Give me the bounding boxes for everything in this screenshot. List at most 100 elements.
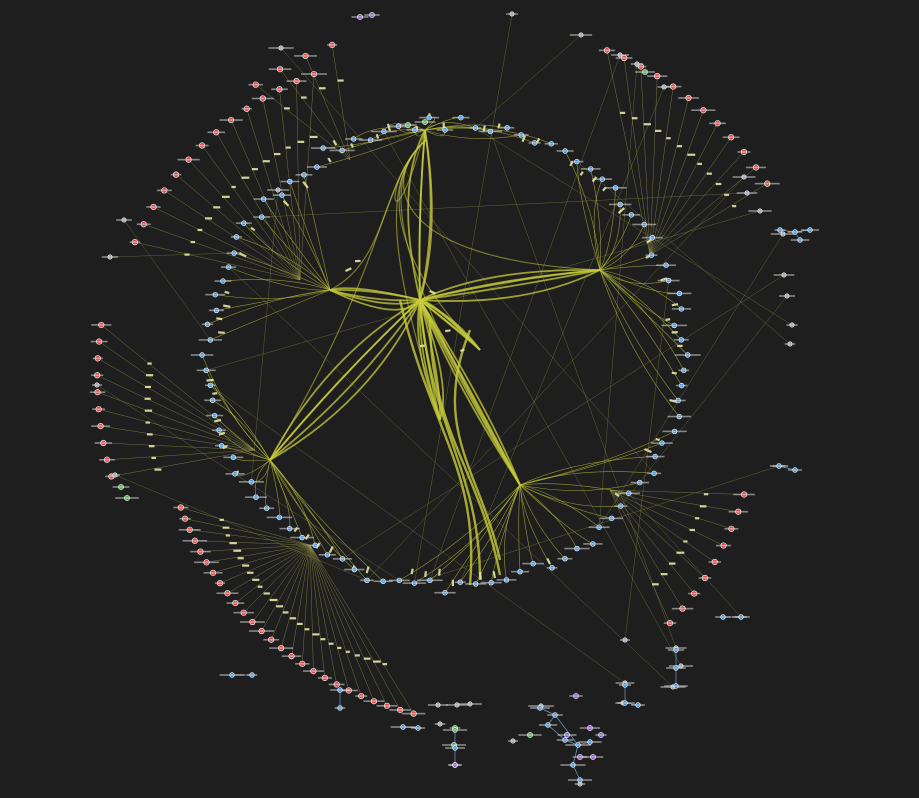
graph-node[interactable] [223,454,244,461]
graph-node[interactable] [310,542,321,549]
graph-node[interactable] [595,732,607,738]
graph-node[interactable] [614,503,628,509]
graph-node[interactable] [318,552,336,558]
graph-node[interactable] [513,132,529,138]
graph-node[interactable] [417,577,443,583]
graph-node[interactable] [401,710,426,717]
graph-node[interactable] [271,86,288,93]
graph-node[interactable] [556,737,574,743]
graph-node[interactable] [641,234,663,241]
graph-node[interactable] [770,231,796,237]
graph-node[interactable] [268,45,294,51]
graph-node[interactable] [221,264,237,270]
graph-node[interactable] [214,443,229,449]
graph-node[interactable] [310,145,336,151]
graph-node[interactable] [611,52,629,58]
graph-node[interactable] [736,190,758,196]
graph-node[interactable] [179,515,191,522]
graph-node[interactable] [564,545,590,552]
graph-node[interactable] [608,201,632,208]
graph-node[interactable] [226,599,245,607]
graph-node[interactable] [630,479,650,486]
graph-node[interactable] [360,577,374,584]
graph-node[interactable] [651,440,673,446]
graph-node[interactable] [358,137,383,143]
graph-node[interactable] [779,293,795,299]
graph-node[interactable] [446,702,468,708]
graph-node[interactable] [709,120,726,127]
graph-node[interactable] [91,321,112,329]
graph-node[interactable] [670,397,686,404]
graph-node[interactable] [92,406,106,413]
graph-node[interactable] [269,645,294,652]
graph-node[interactable] [592,176,612,182]
graph-node[interactable] [544,141,558,147]
graph-node[interactable] [522,560,545,567]
graph-node[interactable] [178,526,201,533]
graph-node[interactable] [295,660,310,667]
graph-node[interactable] [279,525,300,532]
graph-node[interactable] [272,192,291,198]
graph-node[interactable] [518,732,542,738]
graph-node[interactable] [328,681,345,688]
graph-node[interactable] [632,221,657,228]
graph-node[interactable] [190,352,214,358]
graph-node[interactable] [496,577,517,583]
graph-node[interactable] [89,389,106,396]
graph-node[interactable] [656,262,677,268]
graph-node[interactable] [194,559,219,566]
graph-node[interactable] [302,668,324,675]
graph-node[interactable] [772,463,786,469]
graph-node[interactable] [198,337,223,343]
graph-node[interactable] [286,78,307,85]
graph-node[interactable] [355,692,368,700]
graph-node[interactable] [253,196,274,202]
graph-node[interactable] [136,221,151,228]
graph-node[interactable] [708,558,721,566]
graph-node[interactable] [263,636,280,643]
graph-node[interactable] [344,566,365,573]
graph-node[interactable] [663,620,677,627]
graph-node[interactable] [657,277,680,284]
graph-node[interactable] [246,672,258,678]
graph-node[interactable] [667,413,692,420]
graph-node[interactable] [290,534,315,541]
graph-node[interactable] [434,590,456,596]
graph-node[interactable] [99,456,115,463]
graph-node[interactable] [667,290,692,297]
graph-node[interactable] [436,127,454,133]
graph-node[interactable] [170,171,182,178]
graph-node[interactable] [728,508,748,515]
graph-node[interactable] [295,172,313,178]
graph-node[interactable] [560,762,586,768]
graph-node[interactable] [351,14,369,20]
graph-node[interactable] [196,367,216,374]
graph-node[interactable] [363,698,385,705]
graph-node[interactable] [402,580,427,586]
graph-node[interactable] [390,724,416,730]
graph-node[interactable] [617,490,641,496]
graph-node[interactable] [207,129,226,136]
graph-node[interactable] [230,234,243,240]
graph-node[interactable] [208,307,224,314]
graph-node[interactable] [251,95,274,102]
graph-node[interactable] [583,541,603,547]
graph-node[interactable] [674,352,701,358]
graph-node[interactable] [327,41,338,49]
graph-node[interactable] [598,47,616,54]
graph-node[interactable] [267,187,289,193]
graph-node[interactable] [173,504,189,511]
graph-node[interactable] [784,341,796,347]
graph-node[interactable] [235,220,252,226]
graph-node[interactable] [373,578,393,585]
graph-node[interactable] [146,203,161,211]
graph-node[interactable] [748,208,772,214]
graph-node[interactable] [715,614,731,620]
graph-node[interactable] [280,178,300,185]
graph-node[interactable] [645,252,658,258]
graph-node[interactable] [691,107,716,114]
graph-node[interactable] [678,367,690,374]
graph-node[interactable] [604,185,627,191]
graph-node[interactable] [574,781,586,787]
graph-node[interactable] [90,338,108,345]
